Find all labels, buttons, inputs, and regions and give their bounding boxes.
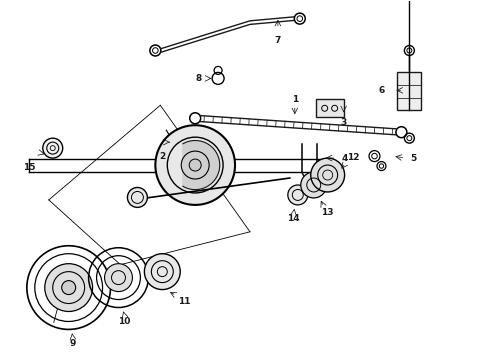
Circle shape — [301, 172, 327, 198]
Text: 9: 9 — [70, 339, 76, 348]
Circle shape — [62, 280, 75, 294]
Text: 14: 14 — [288, 214, 300, 223]
Circle shape — [155, 125, 235, 205]
Circle shape — [189, 159, 201, 171]
Circle shape — [127, 188, 147, 207]
FancyBboxPatch shape — [397, 72, 421, 110]
Text: 12: 12 — [347, 153, 360, 162]
Text: 8: 8 — [195, 74, 201, 83]
Text: 15: 15 — [23, 163, 35, 172]
Text: 7: 7 — [275, 36, 281, 45]
Circle shape — [288, 185, 308, 205]
Circle shape — [43, 138, 63, 158]
Text: 3: 3 — [341, 118, 347, 127]
FancyBboxPatch shape — [316, 99, 343, 117]
Polygon shape — [183, 140, 220, 190]
Text: 2: 2 — [159, 152, 166, 161]
Text: 4: 4 — [342, 154, 348, 163]
Text: 11: 11 — [178, 297, 191, 306]
Circle shape — [45, 264, 93, 311]
Text: 1: 1 — [292, 95, 298, 104]
Text: 10: 10 — [118, 317, 131, 326]
Circle shape — [311, 158, 344, 192]
Text: 5: 5 — [410, 154, 416, 163]
Text: 13: 13 — [321, 208, 334, 217]
Text: 6: 6 — [378, 86, 385, 95]
Circle shape — [145, 254, 180, 289]
Circle shape — [104, 264, 132, 292]
